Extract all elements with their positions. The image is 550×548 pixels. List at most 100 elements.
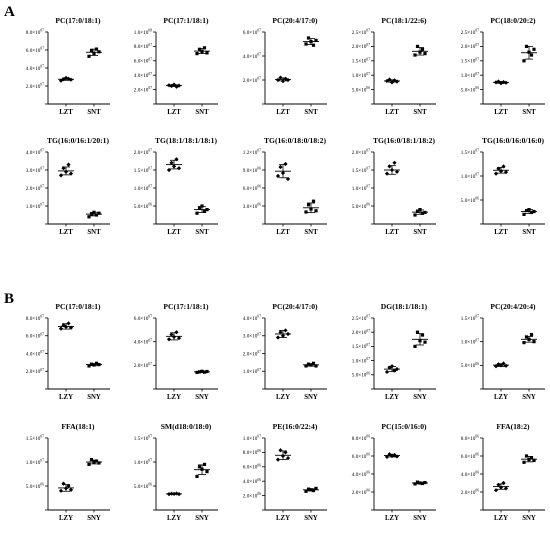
y-tick-label: 2.0×1006 [243, 492, 261, 499]
plot-title: FFA(18:1) [61, 422, 95, 431]
data-point-square [200, 369, 204, 373]
data-point-square [197, 465, 202, 469]
y-tick-label: 1.0×1007 [352, 185, 370, 192]
data-point-diamond [280, 170, 286, 176]
data-point-square [522, 341, 526, 345]
scatter-plot: PC(17:0/18:1) 2.0×1007 4.0×1007 6.0×1007 8.0… [26, 302, 110, 401]
plot-title: PC(17:1/18:1) [163, 16, 209, 25]
y-tick-label: 1.5×1007 [134, 435, 152, 442]
y-tick-label: 8.0×1007 [26, 315, 44, 322]
data-point-diamond [389, 80, 395, 85]
plot-title: PC(20:4/17:0) [272, 302, 318, 311]
data-point-square [423, 52, 427, 56]
data-point-square [94, 361, 99, 365]
data-point-square [195, 211, 199, 215]
plot-title: FFA(18:2) [496, 422, 530, 431]
y-tick-label: 8.0×1007 [26, 29, 44, 36]
category-label: LZT [385, 229, 399, 236]
data-point-diamond [387, 452, 392, 457]
data-point-square [527, 208, 531, 212]
data-point-square [87, 54, 91, 58]
data-point-square [306, 487, 311, 491]
y-tick-label: 2.0×1007 [26, 83, 44, 90]
data-point-square [202, 462, 207, 466]
scatter-plot: TG(16:0/18:1/18:2) 5.0×1006 1.0×1007 1.5×10… [352, 136, 436, 236]
y-tick-label: 1.5×1007 [26, 435, 44, 442]
data-point-square [197, 47, 202, 51]
data-point-square [522, 212, 526, 216]
category-label: LZY [385, 394, 399, 401]
y-tick-label: 6.0×1006 [461, 453, 479, 460]
y-tick-label: 8.0×1006 [461, 435, 479, 442]
data-point-diamond [285, 77, 291, 83]
scatter-plot: PC(18:0/20:2) 5.0×1006 1.0×1007 1.5×1007 2.0… [461, 16, 545, 116]
category-label: SNY [522, 515, 536, 522]
data-point-square [413, 213, 417, 217]
data-point-square [314, 38, 318, 42]
scatter-plot: PE(16:0/22:4) 2.0×1006 4.0×1006 6.0×1006 8.0… [243, 422, 327, 522]
data-point-square [529, 456, 534, 460]
y-tick-label: 6.0×1007 [26, 47, 44, 54]
y-tick-label: 1.0×1007 [461, 338, 479, 345]
y-tick-label: 4.0×1006 [461, 471, 479, 478]
data-point-square [524, 208, 529, 213]
plot-title: TG(18:1/18:1/18:1) [155, 136, 217, 145]
data-point-square [304, 42, 308, 46]
data-point-square [306, 362, 311, 366]
y-tick-label: 2.0×1007 [461, 43, 479, 50]
data-point-diamond [275, 173, 281, 179]
scatter-plot: PC(17:0/18:1) 2.0×1007 4.0×1007 6.0×1007 8.0… [26, 16, 110, 116]
y-tick-label: 6.0×1007 [26, 332, 44, 339]
data-point-diamond [394, 169, 400, 174]
data-point-diamond [171, 164, 177, 169]
data-point-diamond [275, 335, 281, 340]
data-point-square [197, 206, 202, 210]
data-point-square [529, 210, 534, 215]
data-point-diamond [68, 487, 74, 492]
data-point-square [415, 330, 420, 334]
data-point-square [309, 488, 313, 492]
data-point-diamond [166, 167, 172, 173]
data-point-square [527, 458, 531, 462]
y-tick-label: 1.0×1007 [134, 185, 152, 192]
data-point-diamond [280, 79, 286, 84]
plot-title: TG(16:0/16:1/20:1) [47, 136, 109, 145]
data-point-square [532, 458, 536, 463]
data-point-diamond [283, 450, 288, 455]
y-tick-label: 3.0×1007 [26, 167, 44, 174]
category-label: LZT [167, 229, 181, 236]
scatter-plot: PC(17:1/18:1) 2.0×1007 4.0×1007 6.0×1007 8.0… [134, 16, 218, 116]
data-point-diamond [61, 166, 66, 171]
data-point-square [423, 210, 427, 215]
y-tick-label: 8.0×1007 [134, 43, 152, 50]
scatter-plot: TG(16:0/16:0/16:0) 5.0×1006 1.0×1007 1.5×10… [461, 136, 545, 236]
data-point-square [306, 36, 311, 40]
data-point-diamond [171, 491, 177, 497]
data-point-square [311, 43, 316, 47]
category-label: SNY [87, 394, 101, 401]
y-tick-label: 5.0×1006 [352, 86, 370, 93]
data-point-square [92, 52, 96, 56]
y-tick-label: 6.0×1006 [352, 453, 370, 460]
y-tick-label: 6.0×1007 [243, 29, 261, 36]
data-point-diamond [176, 83, 182, 88]
y-tick-label: 4.0×1007 [26, 149, 44, 156]
category-label: LZY [494, 394, 508, 401]
y-tick-label: 5.0×1006 [461, 362, 479, 369]
y-tick-label: 2.0×1007 [26, 368, 44, 375]
y-tick-label: 1.0×1007 [134, 459, 152, 466]
data-point-square [532, 47, 536, 51]
y-tick-label: 5.0×1006 [352, 371, 370, 378]
plot-title: PC(18:0/20:2) [490, 16, 536, 25]
scatter-plot: PC(20:4/17:0) 2.0×1007 4.0×1007 6.0×1007 LZT… [243, 16, 327, 116]
y-tick-label: 1.5×1007 [352, 167, 370, 174]
y-tick-label: 1.0×1007 [26, 459, 44, 466]
scatter-plot: TG(18:1/18:1/18:1) 5.0×1006 1.0×1007 1.5×10… [134, 136, 218, 236]
data-point-square [202, 370, 207, 374]
data-point-square [420, 47, 425, 51]
data-point-square [423, 340, 427, 344]
data-point-square [314, 486, 318, 490]
y-tick-label: 6.0×1006 [243, 463, 261, 470]
y-tick-label: 5.0×1006 [26, 483, 44, 490]
data-point-diamond [493, 171, 499, 176]
